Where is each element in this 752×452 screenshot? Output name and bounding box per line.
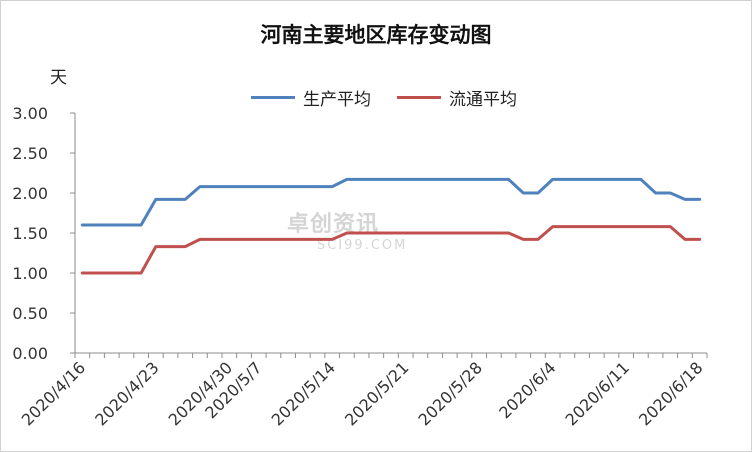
y-axis-label: 天 (50, 68, 67, 88)
chart-title: 河南主要地区库存变动图 (260, 22, 492, 47)
x-tick-label: 2020/6/11 (562, 358, 633, 429)
legend: 生产平均 流通平均 (251, 85, 517, 110)
x-tick-label: 2020/6/4 (495, 358, 559, 422)
legend-item-production: 生产平均 (251, 85, 371, 110)
x-tick-label: 2020/5/21 (341, 358, 412, 429)
y-tick-label: 2.50 (12, 144, 48, 163)
series-line-production (80, 177, 702, 227)
y-tick-label: 2.00 (12, 184, 48, 203)
y-tick-label: 3.00 (12, 104, 48, 123)
y-tick-label: 1.00 (12, 264, 48, 283)
watermark-sub: SCI99.COM (317, 238, 408, 253)
x-tick-label: 2020/6/18 (635, 358, 706, 429)
legend-label-production: 生产平均 (303, 90, 371, 110)
x-tick-label: 2020/5/28 (415, 358, 486, 429)
y-tick-label: 1.50 (12, 224, 48, 243)
x-tick-label: 2020/4/23 (91, 358, 162, 429)
legend-swatch-circulation (397, 96, 441, 99)
legend-label-circulation: 流通平均 (449, 90, 517, 110)
watermark: 卓创资讯 SCI99.COM (287, 206, 407, 253)
x-tick-label: 2020/5/14 (268, 358, 339, 429)
y-tick-label: 0.00 (12, 344, 48, 363)
y-tick-label: 0.50 (12, 304, 48, 323)
legend-item-circulation: 流通平均 (397, 85, 517, 110)
legend-swatch-production (251, 96, 295, 99)
x-tick-label: 2020/4/16 (18, 358, 89, 429)
series-line-circulation (80, 225, 702, 275)
